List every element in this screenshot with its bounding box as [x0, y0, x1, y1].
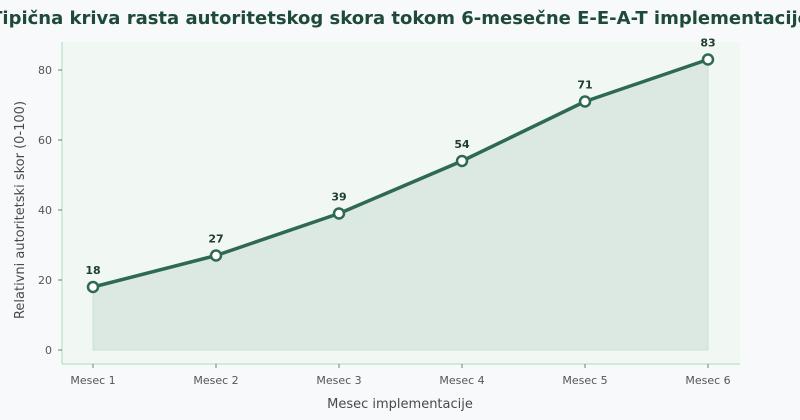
data-label: 18	[85, 264, 100, 277]
data-label: 54	[454, 138, 470, 151]
data-label: 27	[208, 233, 223, 246]
chart-title: Tipična kriva rasta autoritetskog skora …	[0, 8, 800, 29]
axis-layer: 0 20 40 60 80 Mesec 1 Mesec 2 Mesec 3 Mesec 4 Mes…	[38, 42, 740, 387]
series-line	[91, 57, 710, 289]
x-tick-label: Mesec 5	[562, 374, 607, 387]
data-label: 39	[331, 191, 346, 204]
y-tick-label: 0	[45, 344, 52, 357]
y-tick-label: 20	[38, 274, 52, 287]
x-tick-label: Mesec 4	[439, 374, 484, 387]
point-layer	[86, 53, 715, 294]
data-label: 83	[700, 37, 715, 50]
y-tick-label: 80	[38, 64, 52, 77]
data-label: 71	[577, 79, 592, 92]
y-tick-label: 60	[38, 134, 52, 147]
x-tick-label: Mesec 3	[316, 374, 361, 387]
line-layer	[91, 57, 710, 289]
data-point	[455, 154, 469, 168]
data-point	[701, 53, 715, 66]
data-point	[332, 207, 346, 220]
x-tick-label: Mesec 6	[685, 374, 730, 387]
x-axis-label: Mesec implementacije	[327, 397, 473, 412]
data-point	[209, 249, 223, 262]
data-point	[86, 280, 100, 294]
y-tick-label: 40	[38, 204, 52, 217]
x-tick-label: Mesec 2	[193, 374, 238, 387]
y-axis-label: Relativni autoritetski skor (0-100)	[13, 101, 28, 319]
x-tick-label: Mesec 1	[70, 374, 115, 387]
data-point	[578, 95, 592, 108]
label-layer: 18 27 39 54 71 83	[85, 37, 715, 278]
